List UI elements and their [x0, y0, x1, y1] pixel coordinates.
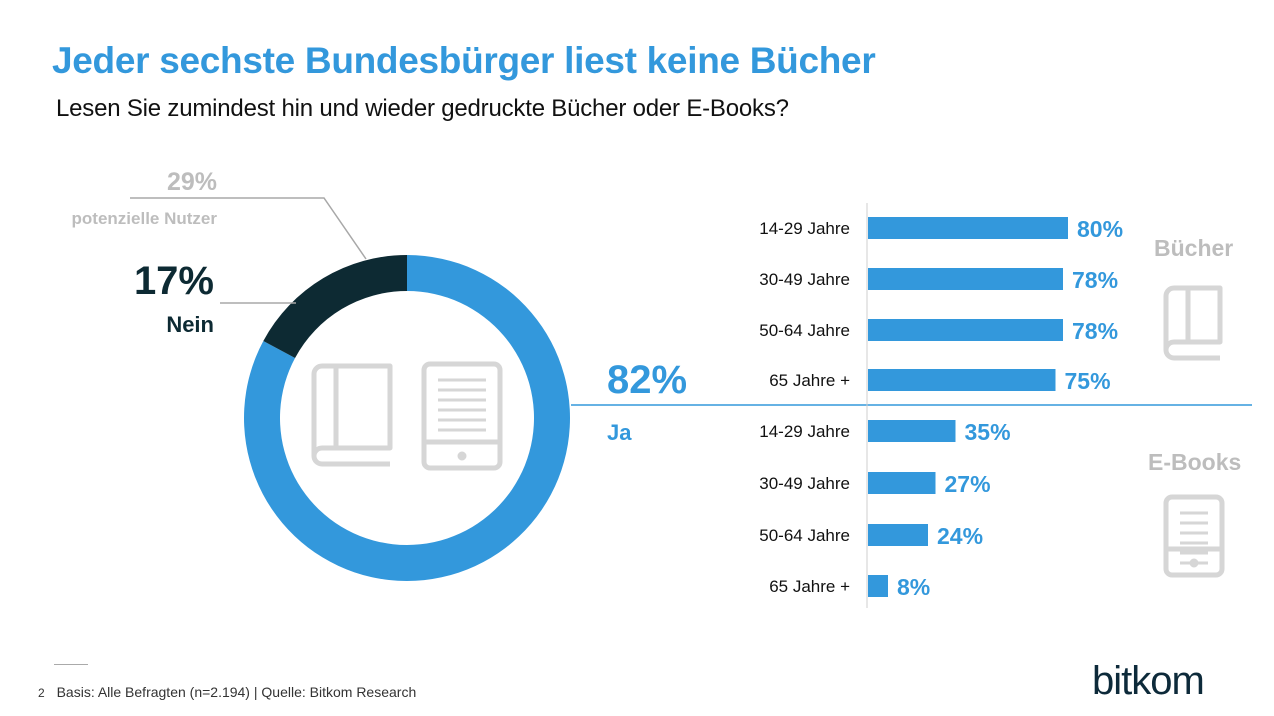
bar-category-label: 50-64 Jahre	[759, 526, 850, 545]
bar-value-label: 78%	[1072, 267, 1118, 293]
source-note: Basis: Alle Befragten (n=2.194) | Quelle…	[56, 684, 417, 700]
bar-category-label: 30-49 Jahre	[759, 270, 850, 289]
nein-label: Nein	[166, 312, 214, 337]
page-number: 2	[38, 686, 45, 700]
annotation-label: potenzielle Nutzer	[72, 209, 218, 228]
ebook-reader-icon	[1163, 494, 1225, 578]
book-spine	[311, 363, 323, 456]
bar-value-label: 27%	[945, 471, 991, 497]
bar-value-label: 35%	[965, 419, 1011, 445]
reader-frame	[1163, 494, 1225, 578]
bar	[868, 472, 936, 494]
bar	[868, 268, 1063, 290]
donut-slice-nein	[263, 255, 407, 359]
group-label: E-Books	[1148, 449, 1241, 475]
bar	[868, 524, 928, 546]
bar-category-label: 50-64 Jahre	[759, 321, 850, 340]
ja-value-label: 82%	[607, 358, 687, 402]
bar	[868, 420, 956, 442]
bar	[868, 217, 1068, 239]
bar-value-label: 24%	[937, 523, 983, 549]
bar	[868, 369, 1056, 391]
ja-label: Ja	[607, 420, 632, 445]
nein-value-label: 17%	[134, 259, 214, 303]
bar-category-label: 65 Jahre +	[769, 371, 850, 390]
bar-category-label: 14-29 Jahre	[759, 422, 850, 441]
annotation-leader-line	[130, 197, 367, 260]
book-outline	[1163, 285, 1223, 361]
footer: 2 Basis: Alle Befragten (n=2.194) | Quel…	[38, 684, 416, 700]
bar-category-label: 30-49 Jahre	[759, 474, 850, 493]
page-title: Jeder sechste Bundesbürger liest keine B…	[52, 40, 876, 81]
bar-value-label: 78%	[1072, 318, 1118, 344]
bar-value-label: 8%	[897, 574, 930, 600]
book-icon	[1163, 285, 1223, 361]
page-subtitle: Lesen Sie zumindest hin und wieder gedru…	[56, 95, 789, 122]
reader-button	[457, 451, 467, 461]
bar	[868, 319, 1063, 341]
ebook-reader-icon	[421, 361, 503, 471]
bar-category-label: 14-29 Jahre	[759, 219, 850, 238]
group-label: Bücher	[1154, 235, 1233, 261]
bar-category-label: 65 Jahre +	[769, 577, 850, 596]
book-spine	[1163, 285, 1175, 350]
book-outline	[311, 363, 393, 467]
reader-frame	[421, 361, 503, 471]
annotation-value: 29%	[167, 168, 217, 196]
bar-value-label: 75%	[1065, 368, 1111, 394]
bar	[868, 575, 888, 597]
book-icon	[311, 363, 393, 467]
bitkom-logo: bitkom	[1092, 659, 1205, 703]
footer-divider	[54, 664, 88, 665]
bar-value-label: 80%	[1077, 216, 1123, 242]
